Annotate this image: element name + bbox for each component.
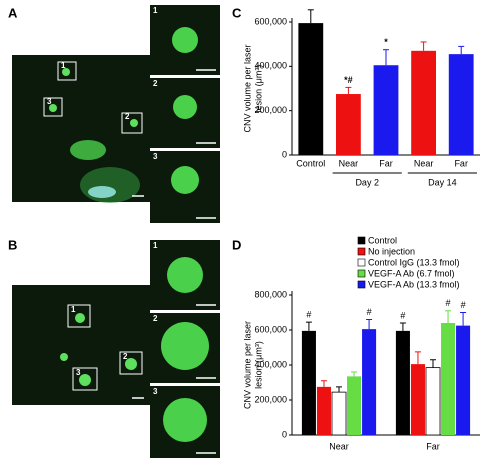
- legend-swatch: [357, 269, 366, 278]
- box-label: 3: [76, 368, 81, 377]
- inset-label: 2: [153, 79, 158, 88]
- x-tick-label: Near: [414, 158, 434, 168]
- bar: [301, 330, 316, 435]
- group-label: Day 2: [355, 177, 379, 187]
- box-label: 2: [123, 352, 128, 361]
- legend-label: VEGF-A Ab (13.3 fmol): [368, 279, 460, 289]
- x-tick-label: Far: [379, 158, 393, 168]
- bar: [335, 94, 361, 155]
- y-axis-label: lesion (μm³): [253, 341, 263, 389]
- bar: [448, 54, 474, 156]
- bar: [456, 325, 471, 435]
- legend-label: Control: [368, 235, 397, 245]
- annotation: #: [446, 298, 451, 308]
- image-a: 1 2 3 1 2 3: [12, 5, 220, 223]
- y-tick-label: 800,000: [254, 289, 287, 299]
- y-axis-label: CNV volume per laser: [242, 44, 252, 132]
- image-b: 1 2 3 1 2 3: [12, 240, 220, 458]
- y-tick-label: 0: [282, 429, 287, 439]
- bar: [373, 65, 399, 155]
- box-label: 1: [61, 61, 66, 70]
- annotation: *: [384, 37, 388, 47]
- bar: [411, 50, 437, 155]
- y-tick-label: 0: [282, 149, 287, 159]
- y-tick-label: 600,000: [254, 16, 287, 26]
- bar: [441, 323, 456, 435]
- legend-swatch: [357, 236, 366, 245]
- y-tick-label: 200,000: [254, 394, 287, 404]
- bar: [331, 391, 347, 436]
- bar: [316, 386, 331, 435]
- panel-label: A: [8, 5, 18, 20]
- y-tick-label: 200,000: [254, 105, 287, 115]
- inset-label: 1: [153, 241, 158, 250]
- bar: [362, 329, 377, 435]
- x-tick-label: Control: [296, 158, 325, 168]
- bar: [395, 330, 410, 435]
- legend-swatch: [357, 258, 366, 267]
- y-axis-label: CNV volume per laser: [242, 321, 252, 409]
- inset-label: 3: [153, 387, 158, 396]
- box-label: 2: [125, 112, 130, 121]
- legend-label: Control IgG (13.3 fmol): [368, 257, 460, 267]
- annotation: #: [461, 300, 466, 310]
- y-tick-label: 400,000: [254, 359, 287, 369]
- legend-label: No injection: [368, 246, 415, 256]
- x-tick-label: Far: [454, 158, 468, 168]
- x-tick-label: Near: [329, 441, 349, 451]
- x-tick-label: Far: [426, 441, 440, 451]
- legend-swatch: [357, 247, 366, 256]
- y-axis-label: lesion (μm³): [253, 65, 263, 113]
- annotation: #: [306, 310, 311, 320]
- inset-label: 1: [153, 6, 158, 15]
- x-tick-label: Near: [339, 158, 359, 168]
- bar: [410, 364, 425, 435]
- panel-label: D: [232, 237, 241, 252]
- y-tick-label: 400,000: [254, 61, 287, 71]
- annotation: #: [367, 307, 372, 317]
- inset-label: 3: [153, 152, 158, 161]
- panel-label: C: [232, 5, 242, 20]
- bar: [347, 376, 362, 435]
- legend-swatch: [357, 280, 366, 289]
- inset-label: 2: [153, 314, 158, 323]
- legend-label: VEGF-A Ab (6.7 fmol): [368, 268, 455, 278]
- group-label: Day 14: [428, 177, 457, 187]
- y-tick-label: 600,000: [254, 324, 287, 334]
- annotation: *#: [344, 75, 353, 85]
- panel-label: B: [8, 237, 17, 252]
- box-label: 3: [47, 97, 52, 106]
- annotation: #: [400, 310, 405, 320]
- bar: [298, 23, 324, 155]
- box-label: 1: [71, 305, 76, 314]
- bar: [425, 367, 441, 436]
